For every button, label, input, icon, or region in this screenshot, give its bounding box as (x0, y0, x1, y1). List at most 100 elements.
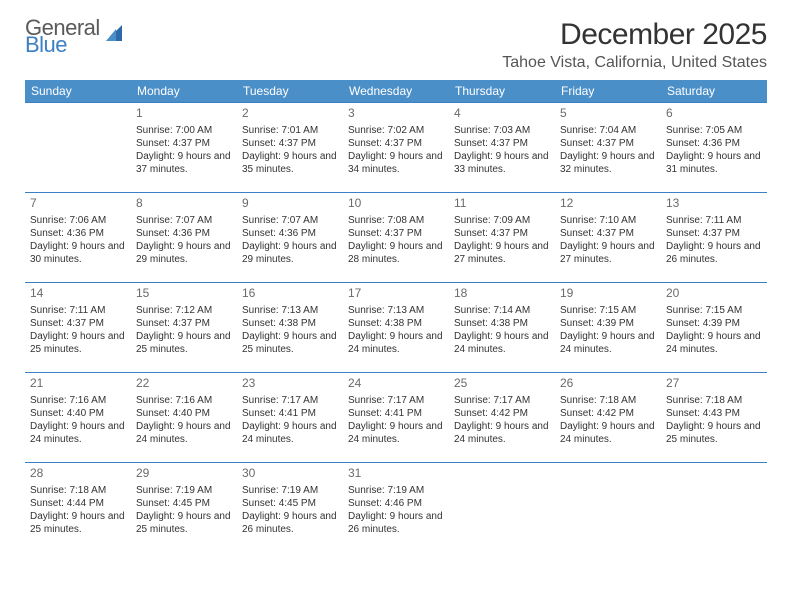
daylight-text: Daylight: 9 hours and 24 minutes. (242, 420, 338, 446)
calendar-cell: 30Sunrise: 7:19 AMSunset: 4:45 PMDayligh… (237, 463, 343, 553)
calendar-cell: 19Sunrise: 7:15 AMSunset: 4:39 PMDayligh… (555, 283, 661, 373)
calendar-cell: 3Sunrise: 7:02 AMSunset: 4:37 PMDaylight… (343, 103, 449, 193)
day-number: 7 (30, 196, 126, 212)
day-header: Saturday (661, 80, 767, 103)
sunrise-text: Sunrise: 7:16 AM (136, 394, 232, 407)
sunrise-text: Sunrise: 7:02 AM (348, 124, 444, 137)
calendar-cell: 10Sunrise: 7:08 AMSunset: 4:37 PMDayligh… (343, 193, 449, 283)
sunrise-text: Sunrise: 7:12 AM (136, 304, 232, 317)
daylight-text: Daylight: 9 hours and 26 minutes. (348, 510, 444, 536)
sunrise-text: Sunrise: 7:18 AM (666, 394, 762, 407)
calendar-cell: 27Sunrise: 7:18 AMSunset: 4:43 PMDayligh… (661, 373, 767, 463)
daylight-text: Daylight: 9 hours and 35 minutes. (242, 150, 338, 176)
day-number: 6 (666, 106, 762, 122)
calendar-cell (661, 463, 767, 553)
calendar-cell: 21Sunrise: 7:16 AMSunset: 4:40 PMDayligh… (25, 373, 131, 463)
sunset-text: Sunset: 4:37 PM (348, 137, 444, 150)
sunset-text: Sunset: 4:40 PM (136, 407, 232, 420)
day-number: 17 (348, 286, 444, 302)
sunset-text: Sunset: 4:42 PM (560, 407, 656, 420)
sunrise-text: Sunrise: 7:05 AM (666, 124, 762, 137)
day-number: 3 (348, 106, 444, 122)
location-text: Tahoe Vista, California, United States (502, 54, 767, 72)
calendar-cell: 25Sunrise: 7:17 AMSunset: 4:42 PMDayligh… (449, 373, 555, 463)
daylight-text: Daylight: 9 hours and 25 minutes. (30, 330, 126, 356)
sunset-text: Sunset: 4:37 PM (560, 137, 656, 150)
calendar-cell: 20Sunrise: 7:15 AMSunset: 4:39 PMDayligh… (661, 283, 767, 373)
sunrise-text: Sunrise: 7:11 AM (30, 304, 126, 317)
day-number: 4 (454, 106, 550, 122)
sunrise-text: Sunrise: 7:00 AM (136, 124, 232, 137)
daylight-text: Daylight: 9 hours and 24 minutes. (454, 420, 550, 446)
sunset-text: Sunset: 4:45 PM (136, 497, 232, 510)
day-number: 1 (136, 106, 232, 122)
calendar-cell: 22 Sunrise: 7:16 AMSunset: 4:40 PMDayligh… (131, 373, 237, 463)
daylight-text: Daylight: 9 hours and 25 minutes. (136, 510, 232, 536)
daylight-text: Daylight: 9 hours and 24 minutes. (30, 420, 126, 446)
daylight-text: Daylight: 9 hours and 33 minutes. (454, 150, 550, 176)
daylight-text: Daylight: 9 hours and 24 minutes. (560, 420, 656, 446)
sunset-text: Sunset: 4:37 PM (136, 137, 232, 150)
sunset-text: Sunset: 4:36 PM (242, 227, 338, 240)
day-number: 18 (454, 286, 550, 302)
calendar-row: 21Sunrise: 7:16 AMSunset: 4:40 PMDayligh… (25, 373, 767, 463)
sunrise-text: Sunrise: 7:19 AM (136, 484, 232, 497)
daylight-text: Daylight: 9 hours and 29 minutes. (242, 240, 338, 266)
sunrise-text: Sunrise: 7:19 AM (242, 484, 338, 497)
sunset-text: Sunset: 4:38 PM (242, 317, 338, 330)
daylight-text: Daylight: 9 hours and 25 minutes. (242, 330, 338, 356)
day-number: 24 (348, 376, 444, 392)
daylight-text: Daylight: 9 hours and 25 minutes. (30, 510, 126, 536)
sunset-text: Sunset: 4:40 PM (30, 407, 126, 420)
day-number: 22 (136, 376, 232, 392)
sunrise-text: Sunrise: 7:01 AM (242, 124, 338, 137)
sunset-text: Sunset: 4:37 PM (560, 227, 656, 240)
sunrise-text: Sunrise: 7:06 AM (30, 214, 126, 227)
day-number: 29 (136, 466, 232, 482)
day-number: 16 (242, 286, 338, 302)
sunrise-text: Sunrise: 7:13 AM (242, 304, 338, 317)
day-number: 26 (560, 376, 656, 392)
sunset-text: Sunset: 4:36 PM (30, 227, 126, 240)
daylight-text: Daylight: 9 hours and 25 minutes. (666, 420, 762, 446)
day-header: Tuesday (237, 80, 343, 103)
daylight-text: Daylight: 9 hours and 27 minutes. (454, 240, 550, 266)
sunrise-text: Sunrise: 7:14 AM (454, 304, 550, 317)
sunset-text: Sunset: 4:37 PM (454, 227, 550, 240)
day-number: 23 (242, 376, 338, 392)
daylight-text: Daylight: 9 hours and 37 minutes. (136, 150, 232, 176)
calendar-cell: 23Sunrise: 7:17 AMSunset: 4:41 PMDayligh… (237, 373, 343, 463)
calendar-table: Sunday Monday Tuesday Wednesday Thursday… (25, 80, 767, 553)
calendar-row: 7Sunrise: 7:06 AMSunset: 4:36 PMDaylight… (25, 193, 767, 283)
calendar-cell: 11Sunrise: 7:09 AMSunset: 4:37 PMDayligh… (449, 193, 555, 283)
sunset-text: Sunset: 4:37 PM (242, 137, 338, 150)
calendar-cell: 9Sunrise: 7:07 AMSunset: 4:36 PMDaylight… (237, 193, 343, 283)
daylight-text: Daylight: 9 hours and 29 minutes. (136, 240, 232, 266)
calendar-cell: 8Sunrise: 7:07 AMSunset: 4:36 PMDaylight… (131, 193, 237, 283)
sunrise-text: Sunrise: 7:15 AM (560, 304, 656, 317)
calendar-cell: 14Sunrise: 7:11 AMSunset: 4:37 PMDayligh… (25, 283, 131, 373)
day-number: 30 (242, 466, 338, 482)
sunrise-text: Sunrise: 7:07 AM (136, 214, 232, 227)
sunrise-text: Sunrise: 7:03 AM (454, 124, 550, 137)
title-group: December 2025 Tahoe Vista, California, U… (502, 18, 767, 72)
day-header: Thursday (449, 80, 555, 103)
sunset-text: Sunset: 4:37 PM (348, 227, 444, 240)
daylight-text: Daylight: 9 hours and 31 minutes. (666, 150, 762, 176)
calendar-row: 14Sunrise: 7:11 AMSunset: 4:37 PMDayligh… (25, 283, 767, 373)
sunrise-text: Sunrise: 7:18 AM (560, 394, 656, 407)
day-number: 27 (666, 376, 762, 392)
calendar-cell: 18Sunrise: 7:14 AMSunset: 4:38 PMDayligh… (449, 283, 555, 373)
sunrise-text: Sunrise: 7:18 AM (30, 484, 126, 497)
day-header: Monday (131, 80, 237, 103)
calendar-cell: 5Sunrise: 7:04 AMSunset: 4:37 PMDaylight… (555, 103, 661, 193)
calendar-cell: 29 Sunrise: 7:19 AMSunset: 4:45 PMDayligh… (131, 463, 237, 553)
daylight-text: Daylight: 9 hours and 30 minutes. (30, 240, 126, 266)
logo-sail-icon (104, 23, 126, 50)
daylight-text: Daylight: 9 hours and 28 minutes. (348, 240, 444, 266)
calendar-cell (449, 463, 555, 553)
daylight-text: Daylight: 9 hours and 24 minutes. (136, 420, 232, 446)
calendar-cell: 17Sunrise: 7:13 AMSunset: 4:38 PMDayligh… (343, 283, 449, 373)
calendar-cell: 2Sunrise: 7:01 AMSunset: 4:37 PMDaylight… (237, 103, 343, 193)
sunrise-text: Sunrise: 7:17 AM (348, 394, 444, 407)
